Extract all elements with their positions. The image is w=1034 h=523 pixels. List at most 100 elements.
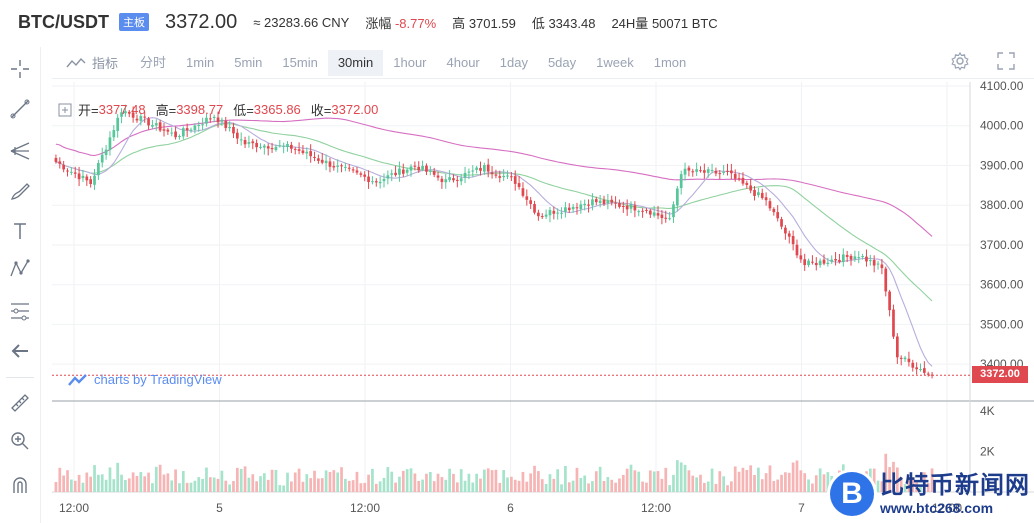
fullscreen-icon[interactable] bbox=[996, 51, 1016, 71]
volume-bar bbox=[455, 482, 459, 492]
candle-down bbox=[880, 264, 884, 269]
interval-fenshi[interactable]: 分时 bbox=[140, 54, 167, 70]
volume-bar bbox=[324, 470, 328, 492]
candle-up bbox=[444, 179, 448, 183]
candle-down bbox=[301, 150, 305, 153]
candle-down bbox=[158, 122, 162, 131]
candle-down bbox=[641, 210, 644, 212]
volume-bar bbox=[567, 482, 571, 492]
volume-bar bbox=[749, 465, 753, 492]
candle-down bbox=[803, 259, 807, 266]
candle-down bbox=[776, 212, 780, 219]
ma-mid-line bbox=[55, 123, 933, 302]
volume-bar bbox=[490, 470, 494, 492]
candle-up bbox=[93, 175, 96, 185]
pattern-icon[interactable] bbox=[8, 257, 32, 281]
volume-bar bbox=[73, 480, 77, 492]
candle-down bbox=[162, 129, 166, 131]
text-tool-icon[interactable] bbox=[8, 219, 32, 243]
volume-bar bbox=[710, 468, 714, 492]
last-price: 3372.00 bbox=[165, 10, 238, 33]
volume-bar bbox=[722, 476, 725, 492]
volume-bar bbox=[876, 480, 880, 492]
candle-up bbox=[475, 167, 478, 170]
volume-bar bbox=[432, 481, 436, 492]
volume-bar bbox=[297, 468, 301, 492]
candle-down bbox=[834, 258, 837, 261]
volume-bar bbox=[652, 471, 656, 492]
candle-down bbox=[413, 165, 417, 167]
volume-bar bbox=[66, 470, 69, 492]
collapse-legend-icon[interactable] bbox=[58, 103, 72, 117]
candle-down bbox=[66, 170, 69, 172]
ruler-icon[interactable] bbox=[8, 391, 32, 415]
candle-up bbox=[324, 160, 328, 164]
candle-down bbox=[664, 217, 668, 219]
brush-icon[interactable] bbox=[8, 179, 32, 203]
candle-up bbox=[757, 192, 760, 196]
volume-bar bbox=[290, 481, 293, 492]
volume-bar bbox=[575, 467, 579, 492]
volume-stat: 24H量 50071 BTC bbox=[611, 13, 717, 32]
volume-bar bbox=[791, 462, 795, 492]
interval-30min[interactable]: 30min bbox=[327, 49, 384, 76]
interval-1week[interactable]: 1week bbox=[596, 54, 634, 70]
interval-4hour[interactable]: 4hour bbox=[446, 54, 480, 70]
interval-5min[interactable]: 5min bbox=[234, 54, 263, 70]
volume-bar bbox=[413, 473, 417, 492]
volume-bar bbox=[780, 474, 783, 492]
candle-down bbox=[359, 173, 363, 175]
interval-1day[interactable]: 1day bbox=[499, 54, 528, 70]
pitchfork-icon[interactable] bbox=[8, 139, 32, 163]
candle-down bbox=[726, 170, 729, 172]
volume-bar bbox=[687, 470, 691, 492]
candle-up bbox=[675, 188, 679, 206]
volume-bar bbox=[506, 477, 509, 492]
volume-bar bbox=[77, 474, 81, 492]
volume-bar bbox=[58, 467, 62, 492]
candle-down bbox=[232, 126, 235, 134]
volume-bar bbox=[675, 460, 679, 492]
candle-up bbox=[506, 175, 509, 177]
candle-down bbox=[490, 172, 494, 175]
volume-bar bbox=[930, 468, 934, 492]
candle-down bbox=[645, 209, 648, 211]
interval-1min[interactable]: 1min bbox=[186, 54, 215, 70]
toolbar-divider bbox=[6, 377, 34, 378]
volume-bar bbox=[452, 473, 455, 492]
last-price-axis-label: 3372.00 bbox=[972, 366, 1028, 383]
candle-up bbox=[405, 169, 409, 173]
candle-up bbox=[841, 254, 845, 263]
candle-up bbox=[583, 203, 587, 206]
volume-bar bbox=[560, 484, 563, 492]
interval-1hour[interactable]: 1hour bbox=[393, 54, 427, 70]
candle-down bbox=[795, 244, 799, 256]
zoom-in-icon[interactable] bbox=[8, 429, 32, 453]
tradingview-attribution[interactable]: charts by TradingView bbox=[66, 372, 222, 387]
volume-bar bbox=[826, 472, 830, 492]
candle-down bbox=[787, 233, 791, 237]
candle-up bbox=[857, 257, 861, 259]
candle-up bbox=[112, 130, 116, 138]
settings-gear-icon[interactable] bbox=[950, 51, 970, 71]
interval-1mon[interactable]: 1mon bbox=[653, 54, 687, 70]
fib-retracement-icon[interactable] bbox=[8, 299, 32, 323]
candle-up bbox=[467, 171, 471, 173]
volume-bar bbox=[143, 476, 147, 492]
candle-up bbox=[448, 177, 451, 181]
candle-up bbox=[286, 143, 289, 148]
back-arrow-icon[interactable] bbox=[8, 339, 32, 363]
trend-line-icon[interactable] bbox=[8, 97, 32, 121]
candle-down bbox=[62, 164, 65, 170]
interval-15min[interactable]: 15min bbox=[282, 54, 318, 70]
candle-up bbox=[483, 165, 486, 172]
indicators-button[interactable]: 指标 bbox=[52, 53, 130, 72]
candle-down bbox=[436, 175, 440, 178]
pair-name[interactable]: BTC/USDT bbox=[18, 11, 109, 32]
low-label: 低 bbox=[531, 15, 545, 31]
magnet-icon[interactable] bbox=[8, 473, 32, 497]
interval-5day[interactable]: 5day bbox=[547, 54, 577, 70]
crosshair-icon[interactable] bbox=[8, 57, 32, 81]
candle-down bbox=[625, 205, 629, 210]
